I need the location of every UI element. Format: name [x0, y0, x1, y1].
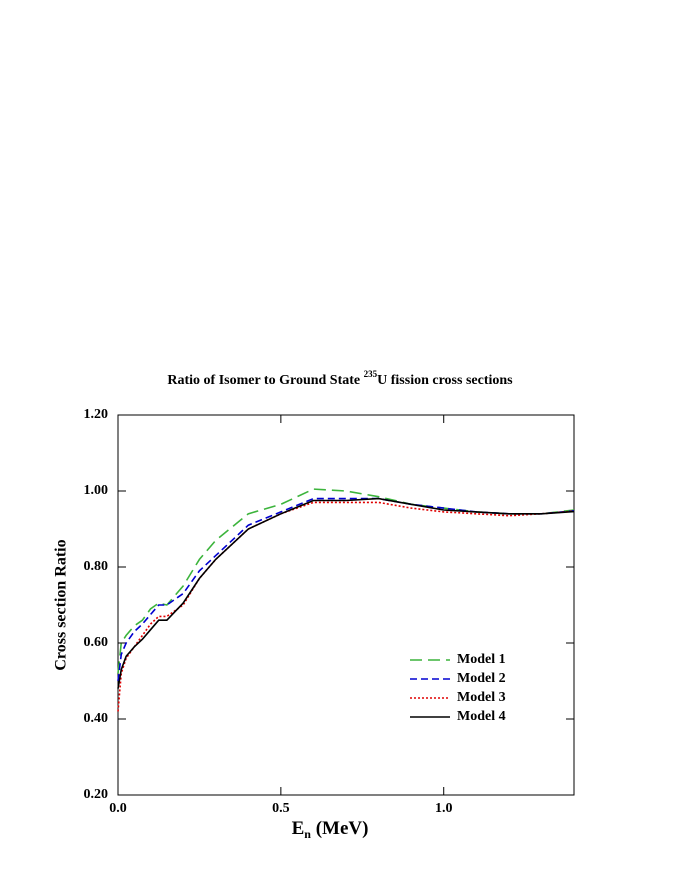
legend-label: Model 4 — [457, 709, 506, 724]
x-tick-label: 0.0 — [109, 801, 127, 816]
x-tick-label: 0.5 — [272, 801, 290, 816]
chart-title: Ratio of Isomer to Ground State 235U fis… — [167, 369, 513, 388]
title-text: Ratio of Isomer to Ground State — [167, 373, 363, 388]
y-tick-label: 0.60 — [84, 635, 109, 650]
x-label-subscript: n — [304, 827, 311, 841]
y-axis-label: Cross section Ratio — [53, 539, 70, 670]
legend-label: Model 3 — [457, 690, 506, 705]
data-line — [117, 497, 575, 689]
data-line — [117, 488, 575, 674]
y-tick-label: 1.00 — [84, 483, 109, 498]
title-superscript: 235 — [364, 369, 378, 379]
plot-frame — [117, 414, 575, 796]
x-axis-label: En (MeV) — [292, 818, 369, 840]
y-tick-label: 0.40 — [84, 711, 109, 726]
legend-label: Model 1 — [457, 652, 506, 667]
y-tick-label: 1.20 — [84, 407, 109, 422]
x-label-text: (MeV) — [311, 818, 369, 839]
x-label-text: E — [292, 818, 305, 839]
legend-label: Model 2 — [457, 671, 506, 686]
data-line — [117, 497, 575, 682]
title-text: U fission cross sections — [377, 373, 513, 388]
y-tick-label: 0.80 — [84, 559, 109, 574]
x-tick-label: 1.0 — [435, 801, 453, 816]
y-tick-label: 0.20 — [84, 787, 109, 802]
